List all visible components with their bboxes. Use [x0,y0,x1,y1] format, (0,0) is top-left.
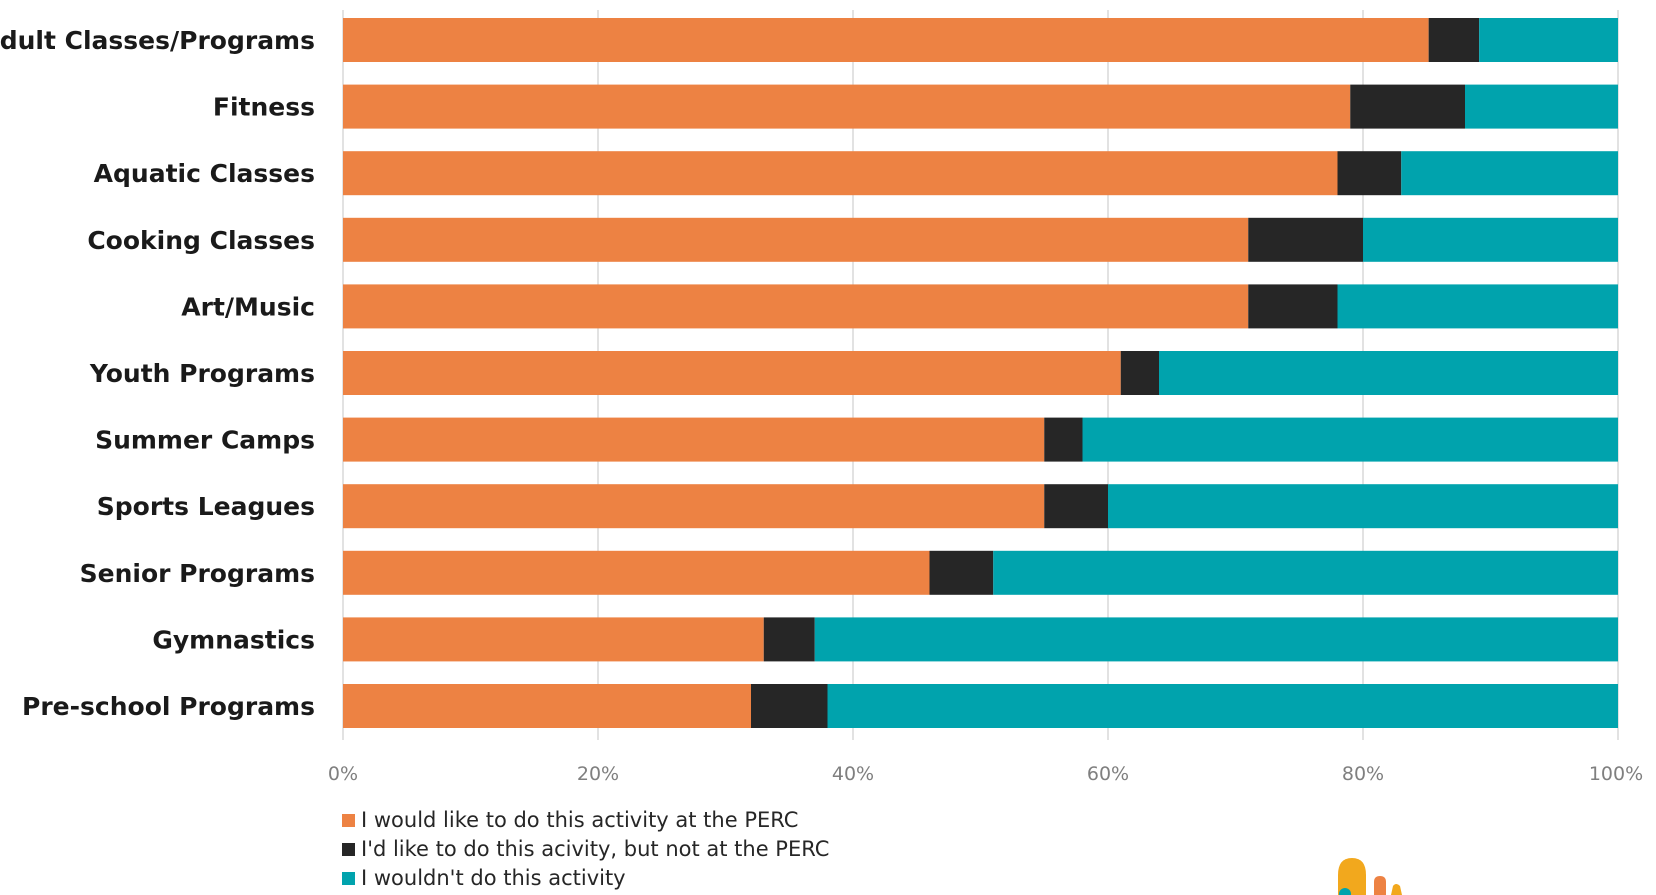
bar-segment [1120,351,1159,395]
category-labels: Adult Classes/Programs Fitness Aquatic Cla… [0,26,315,721]
logo-icon [1338,858,1402,895]
legend-label: I wouldn't do this activity [361,866,626,890]
bar-segment [1044,417,1083,462]
x-tick-label: 80% [1342,763,1384,785]
logo-shape [1339,888,1351,895]
bar-segment [343,417,1045,462]
legend-swatch [342,814,355,827]
x-axis-ticks: 0% 20% 40% 60% 80% 100% [328,763,1643,785]
bar-segment [993,550,1618,595]
bar-segment [751,684,828,728]
category-label: Cooking Classes [87,226,315,255]
x-tick-label: 100% [1589,763,1643,785]
legend-label: I would like to do this activity at the … [361,808,798,832]
bar-segment [1082,417,1618,462]
bar-segment [1248,217,1363,262]
bar-segment [1248,284,1338,329]
bars [343,18,1618,728]
bar-segment [1044,484,1108,529]
bar-segment [343,684,751,728]
bar-segment [1159,351,1618,395]
bar-segment [343,484,1045,529]
bar-segment [1465,84,1618,129]
bar-segment [1350,84,1465,129]
bar-segment [343,84,1351,129]
bar-segment [343,550,930,595]
bar-segment [1401,151,1618,196]
bar-segment [343,151,1338,196]
bar-segment [343,617,764,662]
bar-segment [343,18,1429,62]
category-label: Pre-school Programs [22,692,315,721]
category-label: Adult Classes/Programs [0,26,315,55]
bar-segment [814,617,1618,662]
bar-segment [763,617,815,662]
category-label: Sports Leagues [97,492,315,521]
bar-segment [827,684,1618,728]
bar-segment [343,217,1249,262]
logo-shape [1391,884,1402,895]
legend-label: I'd like to do this acivity, but not at … [361,837,829,861]
category-label: Aquatic Classes [94,159,315,188]
category-label: Gymnastics [152,625,315,654]
legend-swatch [342,872,355,885]
legend-swatch [342,843,355,856]
x-tick-label: 40% [832,763,874,785]
bar-segment [1337,284,1618,329]
logo-shape [1374,876,1386,895]
bar-segment [1479,18,1618,62]
x-tick-label: 20% [577,763,619,785]
x-tick-label: 60% [1087,763,1129,785]
bar-segment [343,284,1249,329]
category-label: Youth Programs [89,359,315,388]
category-label: Fitness [213,93,315,122]
bar-segment [1363,217,1618,262]
category-label: Senior Programs [80,559,315,588]
category-label: Summer Camps [95,426,315,455]
legend: I would like to do this activity at the … [342,808,829,890]
bar-segment [1428,18,1480,62]
x-tick-label: 0% [328,763,358,785]
category-label: Art/Music [181,292,315,321]
bar-segment [343,351,1121,395]
bar-segment [1108,484,1618,529]
bar-segment [929,550,994,595]
bar-segment [1337,151,1402,196]
logo-shape [1338,858,1366,895]
